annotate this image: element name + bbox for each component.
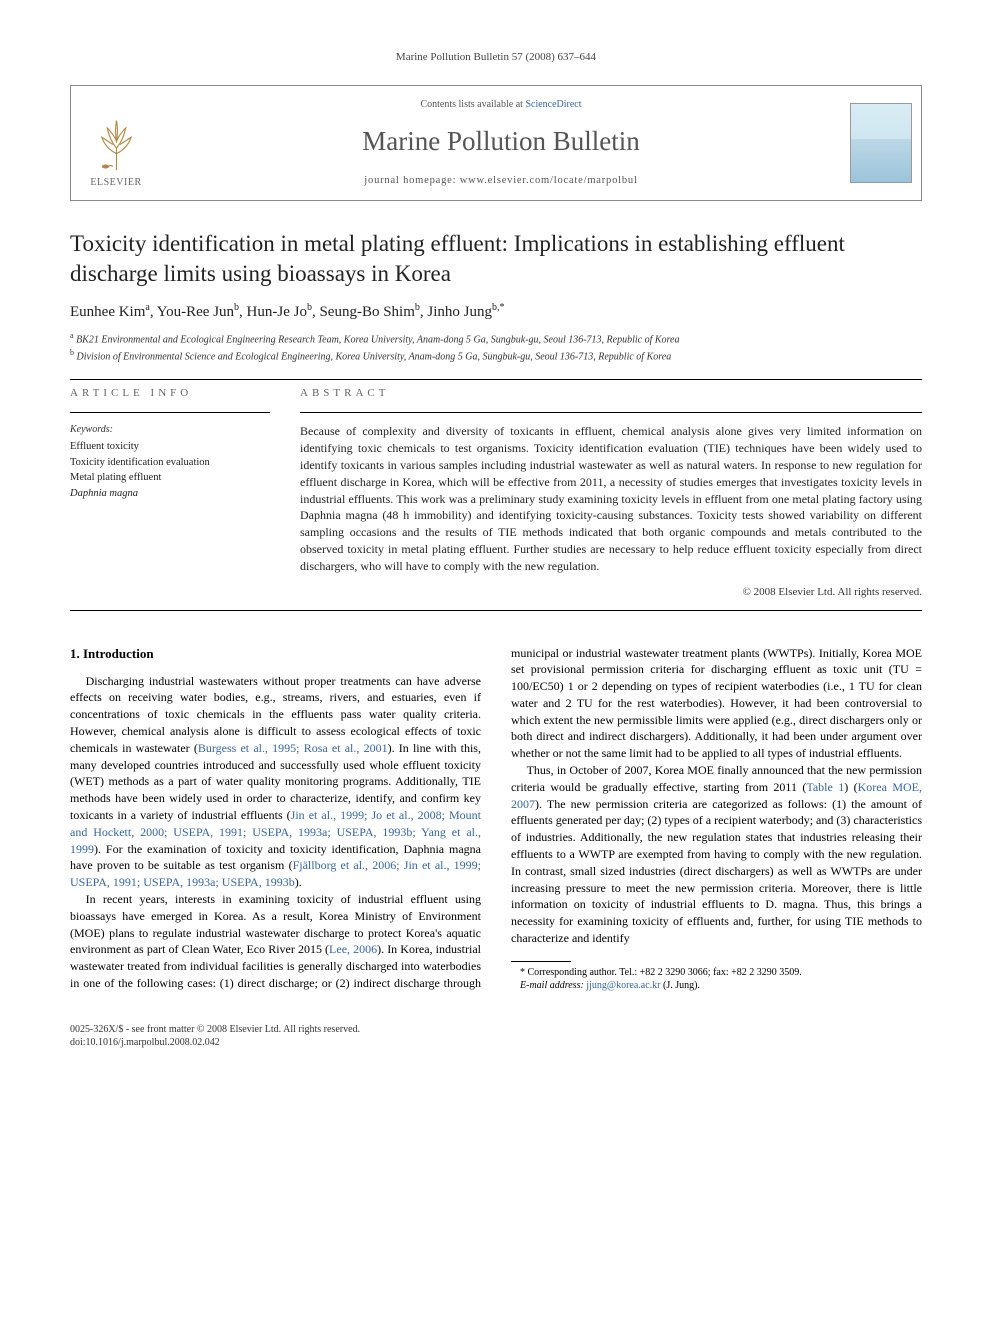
body-paragraph: Thus, in October of 2007, Korea MOE fina… [511, 762, 922, 947]
keyword-item: Metal plating effluent [70, 470, 270, 486]
keyword-item: Toxicity identification evaluation [70, 455, 270, 471]
journal-cover-cell [841, 86, 921, 200]
abstract-column: abstract Because of complexity and diver… [300, 386, 922, 600]
keyword-item: Effluent toxicity [70, 439, 270, 455]
footnote-corr-line: * Corresponding author. Tel.: +82 2 3290… [511, 966, 922, 980]
footer-doi: doi:10.1016/j.marpolbul.2008.02.042 [70, 1036, 360, 1050]
journal-cover-thumb [850, 103, 912, 183]
abstract-rule [300, 412, 922, 413]
footnote-separator [511, 961, 571, 962]
email-label: E-mail address: [520, 980, 584, 991]
footer-left: 0025-326X/$ - see front matter © 2008 El… [70, 1023, 360, 1050]
email-link[interactable]: jjung@korea.ac.kr [586, 980, 660, 991]
publisher-logo-cell: ELSEVIER [71, 86, 161, 200]
abstract-label: abstract [300, 386, 922, 401]
body-paragraph: Discharging industrial wastewaters witho… [70, 673, 481, 891]
footnote-email-line: E-mail address: jjung@korea.ac.kr (J. Ju… [511, 979, 922, 993]
rule-bottom [70, 610, 922, 611]
footer-front-matter: 0025-326X/$ - see front matter © 2008 El… [70, 1023, 360, 1037]
sciencedirect-link[interactable]: ScienceDirect [525, 99, 581, 110]
journal-homepage-line: journal homepage: www.elsevier.com/locat… [364, 174, 637, 188]
page-footer: 0025-326X/$ - see front matter © 2008 El… [70, 1023, 922, 1050]
publisher-label: ELSEVIER [90, 176, 141, 190]
table-ref-link[interactable]: Table 1 [806, 780, 844, 794]
body-text: Clean Water, Eco River 2015 ( [182, 942, 329, 956]
journal-header-box: ELSEVIER Contents lists available at Sci… [70, 85, 922, 201]
body-text: ). [295, 875, 302, 889]
contents-available-line: Contents lists available at ScienceDirec… [420, 98, 581, 112]
info-abstract-row: article info Keywords: Effluent toxicity… [70, 386, 922, 600]
affiliation-b: Division of Environmental Science and Ec… [77, 352, 672, 363]
citation-link[interactable]: Burgess et al., 1995; Rosa et al., 2001 [198, 741, 388, 755]
article-info-column: article info Keywords: Effluent toxicity… [70, 386, 270, 600]
abstract-copyright: © 2008 Elsevier Ltd. All rights reserved… [300, 585, 922, 600]
affiliations: a BK21 Environmental and Ecological Engi… [70, 330, 922, 365]
info-rule [70, 412, 270, 413]
keywords-list: Effluent toxicity Toxicity identificatio… [70, 439, 270, 502]
contents-prefix: Contents lists available at [420, 99, 525, 110]
elsevier-tree-icon [89, 117, 144, 172]
body-columns: 1. Introduction Discharging industrial w… [70, 645, 922, 993]
body-text: ). The new permission criteria are categ… [511, 797, 922, 945]
journal-header-center: Contents lists available at ScienceDirec… [161, 86, 841, 200]
citation-link[interactable]: Lee, 2006 [329, 942, 377, 956]
rule-top [70, 379, 922, 380]
article-title: Toxicity identification in metal plating… [70, 229, 922, 289]
article-info-label: article info [70, 386, 270, 401]
running-head: Marine Pollution Bulletin 57 (2008) 637–… [70, 50, 922, 65]
authors-line: Eunhee Kima, You-Ree Junb, Hun-Je Job, S… [70, 301, 922, 322]
journal-name: Marine Pollution Bulletin [362, 123, 640, 159]
body-text: ) ( [844, 780, 857, 794]
abstract-text: Because of complexity and diversity of t… [300, 423, 922, 574]
section-heading-intro: 1. Introduction [70, 645, 481, 663]
keywords-label: Keywords: [70, 423, 270, 437]
keyword-item: Daphnia magna [70, 486, 270, 502]
affiliation-a: BK21 Environmental and Ecological Engine… [76, 334, 679, 345]
email-suffix: (J. Jung). [663, 980, 700, 991]
corresponding-author-footnote: * Corresponding author. Tel.: +82 2 3290… [511, 966, 922, 993]
